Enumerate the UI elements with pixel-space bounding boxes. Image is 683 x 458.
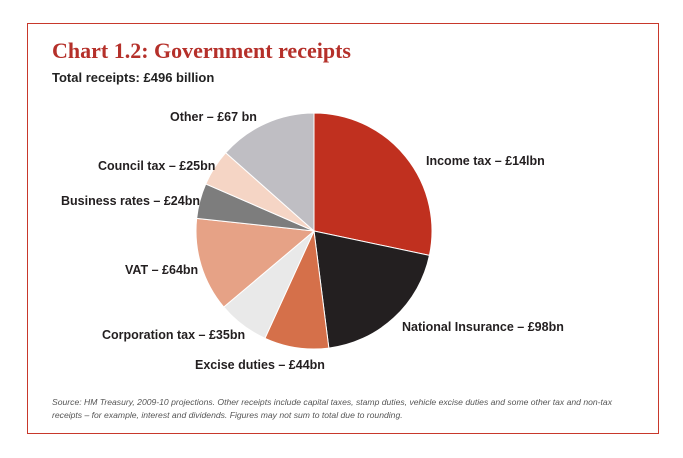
chart-frame: Chart 1.2: Government receipts Total rec… [27,23,659,434]
slice-label-other: Other – £67 bn [170,110,257,124]
pie-slice-national-insurance [313,230,431,349]
slice-label-excise-duties: Excise duties – £44bn [195,358,325,372]
pie-slice-vat [195,217,316,308]
slice-label-corporation-tax: Corporation tax – £35bn [102,328,245,342]
slice-label-vat: VAT – £64bn [125,263,198,277]
slice-label-council-tax: Council tax – £25bn [98,159,215,173]
slice-label-income-tax: Income tax – £14lbn [426,154,545,168]
source-note: Source: HM Treasury, 2009-10 projections… [52,397,612,420]
pie-slice-other [225,112,315,233]
slice-label-business-rates: Business rates – £24bn [61,194,200,208]
chart-title: Chart 1.2: Government receipts [52,38,351,63]
pie-slice-income-tax [313,112,433,256]
pie-labels: Income tax – £14lbn National Insurance – … [61,110,564,372]
pie-slices [195,112,433,350]
chart-subtitle: Total receipts: £496 billion [52,70,215,85]
slice-label-national-insurance: National Insurance – £98bn [402,320,564,334]
pie-chart: Income tax – £14lbn National Insurance – … [61,110,564,372]
